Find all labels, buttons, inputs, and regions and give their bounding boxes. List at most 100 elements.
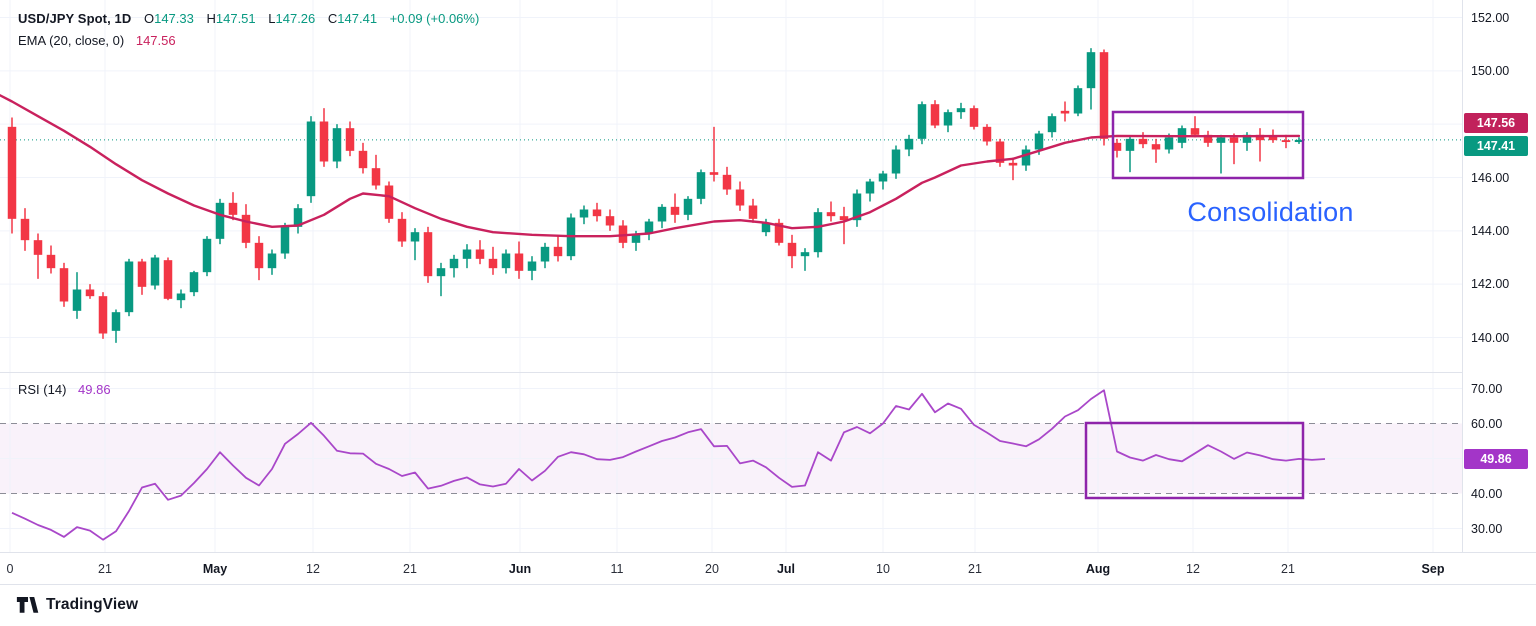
candle-body xyxy=(1073,88,1083,114)
candle-body xyxy=(1047,116,1057,133)
rsi-value-badge: 49.86 xyxy=(1464,448,1528,469)
candle-body xyxy=(176,293,186,301)
candle-body xyxy=(891,149,901,174)
candle-body xyxy=(1034,133,1044,150)
candle-body xyxy=(1229,137,1239,143)
time-axis-label: 21 xyxy=(1281,562,1295,576)
tradingview-attribution[interactable]: TradingView xyxy=(16,594,138,616)
ema-line xyxy=(0,93,1301,238)
candle-body xyxy=(1086,52,1096,89)
time-axis-label: 21 xyxy=(98,562,112,576)
candle-body xyxy=(85,289,95,297)
price-axis-label: 146.00 xyxy=(1471,170,1510,185)
candle-body xyxy=(1294,139,1304,143)
open-label: O xyxy=(143,11,155,26)
price-pane[interactable]: USD/JPY Spot, 1D O147.33 H147.51 L147.26… xyxy=(0,0,1462,372)
time-axis-label: Aug xyxy=(1085,562,1111,576)
candle-body xyxy=(1099,52,1109,139)
candle-body xyxy=(813,212,823,253)
change-value: +0.09 (+0.06%) xyxy=(389,11,480,26)
candle-body xyxy=(722,174,732,190)
rsi-axis-label: 30.00 xyxy=(1471,521,1503,536)
rsi-axis-label: 40.00 xyxy=(1471,486,1503,501)
rsi-chart-svg xyxy=(0,372,1462,552)
candle-body xyxy=(371,168,381,186)
candle-body xyxy=(605,216,615,226)
time-axis-label: 12 xyxy=(1186,562,1200,576)
time-axis-label: Sep xyxy=(1421,562,1445,576)
time-axis-label: 11 xyxy=(610,562,624,576)
time-axis-label: 20 xyxy=(705,562,719,576)
candle-body xyxy=(917,104,927,139)
candle-body xyxy=(995,141,1005,163)
candle-body xyxy=(592,209,602,217)
candle-body xyxy=(514,253,524,271)
candle-body xyxy=(72,289,82,311)
rsi-axis-label: 60.00 xyxy=(1471,416,1503,431)
ema-name: EMA (20, close, 0) xyxy=(18,33,125,48)
candle-body xyxy=(449,258,459,269)
candle-body xyxy=(709,172,719,175)
price-scale-axis[interactable]: 152.00 150.00 146.00 144.00 142.00 140.00 70.0… xyxy=(1462,0,1536,585)
rsi-gridlines xyxy=(0,372,1462,552)
time-scale-axis[interactable]: 0 21 May 12 21 Jun 11 20 Jul 10 21 Aug 12 21 Sep xyxy=(0,552,1536,585)
candle-body xyxy=(852,193,862,221)
candle-body xyxy=(904,138,914,150)
candle-body xyxy=(20,218,30,241)
high-value: 147.51 xyxy=(215,11,256,26)
candle-body xyxy=(579,209,589,218)
rsi-legend[interactable]: RSI (14) 49.86 xyxy=(18,382,111,397)
candle-body xyxy=(319,121,329,162)
candle-body xyxy=(59,268,69,302)
time-axis-label: May xyxy=(202,562,228,576)
candle-body xyxy=(527,261,537,271)
candle-body xyxy=(930,104,940,126)
candle-body xyxy=(657,206,667,222)
candle-body xyxy=(215,202,225,239)
candle-body xyxy=(462,249,472,259)
candle-body xyxy=(1125,138,1135,151)
candle-body xyxy=(306,121,316,197)
candle-body xyxy=(865,181,875,194)
candle-body xyxy=(1216,137,1226,143)
candle-body xyxy=(345,128,355,151)
consolidation-rsi-box[interactable] xyxy=(1084,421,1305,500)
price-axis-label: 140.00 xyxy=(1471,330,1510,345)
candle-body xyxy=(774,222,784,243)
open-value: 147.33 xyxy=(154,11,194,26)
candles-layer xyxy=(7,48,1304,343)
rsi-name: RSI (14) xyxy=(18,382,67,397)
candle-body xyxy=(332,128,342,162)
low-value: 147.26 xyxy=(275,11,316,26)
candle-body xyxy=(1008,162,1018,166)
rsi-axis-label: 70.00 xyxy=(1471,381,1503,396)
candle-body xyxy=(540,246,550,262)
low-label: L xyxy=(268,11,276,26)
ema-legend[interactable]: EMA (20, close, 0) 147.56 xyxy=(18,33,176,48)
candle-body xyxy=(228,202,238,215)
consolidation-price-box[interactable] xyxy=(1111,110,1305,180)
symbol-legend[interactable]: USD/JPY Spot, 1D O147.33 H147.51 L147.26… xyxy=(18,11,479,26)
candle-body xyxy=(436,268,446,277)
price-chart-svg xyxy=(0,0,1462,372)
candle-body xyxy=(683,198,693,215)
candle-body xyxy=(670,206,680,215)
candle-body xyxy=(631,233,641,243)
candle-body xyxy=(735,189,745,206)
candle-body xyxy=(943,112,953,126)
candle-body xyxy=(1112,142,1122,151)
pane-divider[interactable] xyxy=(0,372,1536,373)
candle-body xyxy=(787,242,797,257)
rsi-pane[interactable] xyxy=(0,372,1462,552)
candle-body xyxy=(1164,137,1174,150)
consolidation-annotation[interactable]: Consolidation xyxy=(1187,197,1354,227)
candle-body xyxy=(1060,110,1070,114)
candle-body xyxy=(241,214,251,243)
candle-body xyxy=(982,126,992,142)
rsi-value: 49.86 xyxy=(78,382,111,397)
candle-body xyxy=(839,216,849,221)
time-axis-label: 21 xyxy=(403,562,417,576)
price-axis-label: 150.00 xyxy=(1471,63,1510,78)
candle-body xyxy=(7,126,17,219)
